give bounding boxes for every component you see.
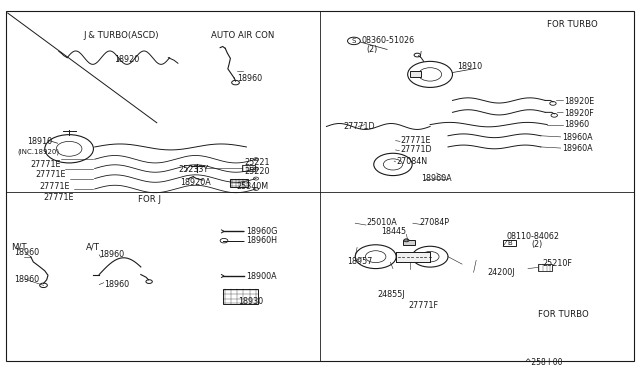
- Text: 27771E: 27771E: [40, 182, 70, 190]
- Bar: [503, 240, 516, 246]
- Text: 08360-51026: 08360-51026: [362, 36, 415, 45]
- Text: 18960: 18960: [99, 250, 124, 259]
- Text: J & TURBO(ASCD): J & TURBO(ASCD): [83, 31, 159, 40]
- Text: 27771E: 27771E: [35, 170, 66, 179]
- Text: 18930: 18930: [238, 297, 263, 306]
- Text: 25221: 25221: [244, 158, 270, 167]
- Text: 27771F: 27771F: [408, 301, 438, 310]
- Text: 18960H: 18960H: [246, 236, 276, 245]
- Text: 18920: 18920: [114, 55, 139, 64]
- Text: 18900A: 18900A: [246, 272, 276, 280]
- Text: (INC.18920): (INC.18920): [17, 148, 60, 155]
- Text: 25233Y: 25233Y: [178, 165, 208, 174]
- Text: 18960: 18960: [104, 280, 129, 289]
- Text: A/T: A/T: [86, 243, 100, 252]
- Bar: [223, 289, 258, 304]
- Text: 27771E: 27771E: [44, 193, 74, 202]
- Text: 24200J: 24200J: [488, 268, 515, 277]
- Text: 27771E: 27771E: [31, 160, 61, 169]
- Text: ^258 I 00: ^258 I 00: [525, 358, 563, 367]
- Text: (2): (2): [366, 45, 378, 54]
- Text: 25220: 25220: [244, 167, 270, 176]
- Text: FOR TURBO: FOR TURBO: [538, 310, 588, 319]
- Bar: [242, 165, 255, 171]
- Text: 25010A: 25010A: [366, 218, 397, 227]
- Text: (2): (2): [531, 240, 543, 249]
- Text: B: B: [507, 240, 512, 246]
- Text: 18960G: 18960G: [246, 227, 277, 236]
- Text: 18960: 18960: [14, 275, 39, 283]
- Text: 27771E: 27771E: [401, 136, 431, 145]
- Text: 08110-84062: 08110-84062: [507, 232, 560, 241]
- Text: 18920F: 18920F: [564, 109, 594, 118]
- Text: 18910: 18910: [27, 137, 52, 146]
- Bar: [538, 264, 552, 271]
- Bar: [396, 252, 430, 262]
- Text: AUTO AIR CON: AUTO AIR CON: [211, 31, 275, 40]
- Text: 27771D: 27771D: [401, 145, 432, 154]
- Text: 18445: 18445: [381, 227, 406, 236]
- Text: 27771D: 27771D: [344, 122, 375, 131]
- Text: 25210F: 25210F: [543, 259, 573, 268]
- Text: 24855J: 24855J: [378, 290, 405, 299]
- Text: 18957: 18957: [348, 257, 373, 266]
- Text: 18960A: 18960A: [421, 174, 452, 183]
- Text: 18960: 18960: [237, 74, 262, 83]
- Text: 18960A: 18960A: [562, 133, 593, 142]
- Text: M/T: M/T: [12, 243, 27, 252]
- Text: 27084P: 27084P: [420, 218, 450, 227]
- Text: 18960: 18960: [14, 248, 39, 257]
- Text: 18960A: 18960A: [562, 144, 593, 153]
- Text: 18920E: 18920E: [564, 97, 595, 106]
- Text: S: S: [352, 38, 356, 44]
- Text: 18960: 18960: [564, 120, 589, 129]
- Bar: [410, 71, 421, 77]
- Circle shape: [404, 239, 409, 242]
- Bar: [230, 179, 248, 187]
- Text: 27084N: 27084N: [397, 157, 428, 166]
- Bar: [403, 240, 415, 245]
- Text: 25340M: 25340M: [237, 182, 269, 190]
- Text: 18920A: 18920A: [180, 178, 211, 187]
- Text: FOR TURBO: FOR TURBO: [547, 20, 598, 29]
- Text: FOR J: FOR J: [138, 195, 161, 203]
- Text: 18910: 18910: [458, 62, 483, 71]
